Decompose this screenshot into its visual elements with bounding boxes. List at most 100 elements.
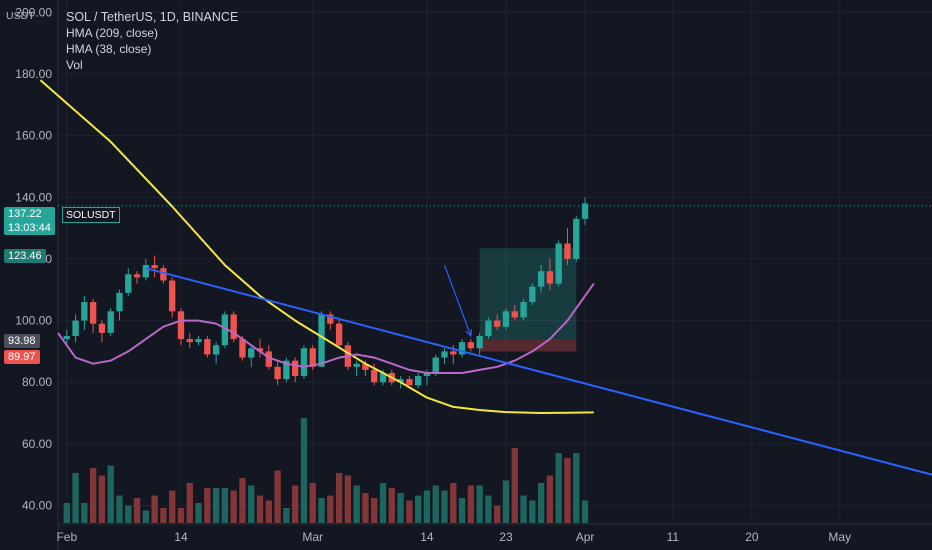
entry-price-tag: 93.98 [4,334,40,348]
volume-bar [353,485,360,523]
candle-body [212,345,220,355]
symbol-tag: SOLUSDT [62,207,120,223]
volume-bar [72,473,79,523]
candle-body [573,218,580,259]
candle-body [169,280,176,312]
volume-bar [450,483,457,523]
candle-body [125,274,132,293]
volume-bar [327,495,334,523]
candle-body [283,360,290,380]
candle-body [397,379,404,383]
volume-bar [564,458,571,523]
chart-legend: SOL / TetherUS, 1D, BINANCE HMA (209, cl… [66,9,238,73]
candle-body [353,363,360,367]
candle-body [265,351,272,367]
volume-bar [371,498,378,523]
legend-hma38[interactable]: HMA (38, close) [66,42,152,56]
volume-bar [204,488,211,523]
volume-bar [248,485,255,523]
volume-bar [335,473,343,523]
hma38-line [57,283,595,374]
volume-bar [546,475,554,523]
candle-body [63,335,70,340]
volume-bar [520,495,527,523]
volume-bar [362,493,369,523]
stop-price-tag: 89.97 [4,350,40,364]
volume-bar [89,468,97,523]
target-price-tag: 123.46 [4,249,46,263]
volume-bar [573,453,580,523]
candle-body [467,342,475,349]
candle-body [327,314,334,324]
candle-body [406,379,413,386]
y-tick-label: 160.00 [15,129,52,143]
candle-body [177,311,185,340]
y-tick-label: 100.00 [15,314,52,328]
candle-body [221,314,229,346]
candle-body [502,311,510,327]
candle-body [414,376,422,386]
candle-body [160,268,167,281]
volume-bar [256,495,264,523]
legend-volume[interactable]: Vol [66,58,83,72]
candle-body [72,320,79,336]
volume-bar [476,485,483,523]
volume-bar [414,495,422,523]
candle-body [195,339,202,343]
volume-bar [160,508,167,523]
candle-body [537,271,545,287]
volume-bar [467,485,475,523]
candle-body [142,265,150,278]
candle-body [81,302,88,321]
candle-body [274,366,281,380]
currency-label: USDT [6,10,35,22]
volume-bar [406,500,413,523]
hma209-line [39,79,594,414]
candle-body [555,243,562,284]
volume-bar [177,508,185,523]
candle-body [371,369,378,383]
countdown-timer: 13:03:44 [8,222,51,234]
volume-bar [537,483,545,523]
candle-body [116,292,123,312]
x-tick-label: 14 [174,530,188,544]
candle-body [318,314,325,367]
volume-bar [133,498,141,523]
y-tick-label: 140.00 [15,190,52,204]
volume-bar [397,493,404,523]
candle-body [335,323,343,346]
volume-bar [494,505,501,523]
volume-bar [116,495,123,523]
volume-bar [230,490,237,523]
candle-body [239,339,246,358]
annotation-arrow [443,264,472,337]
volume-bar [388,488,395,523]
candle-body [309,348,316,367]
candle-body [256,348,264,352]
candle-body [511,311,518,318]
x-tick-label: Apr [576,530,595,544]
x-tick-label: 11 [667,530,680,544]
candle-body [476,335,483,349]
candle-body [379,372,387,383]
volume-bar [441,490,448,523]
volume-bar [98,475,106,523]
volume-bar [318,498,325,523]
volume-bar [423,490,431,523]
x-tick-label: Mar [302,530,323,544]
legend-hma209[interactable]: HMA (209, close) [66,26,159,40]
volume-bar [432,485,439,523]
volume-bar [265,500,272,523]
candle-body [564,243,571,259]
candle-body [485,320,492,336]
annotation-arrow-head [465,328,473,338]
candle-body [458,342,466,355]
candle-body [362,363,369,370]
volume-bar [239,478,246,523]
candle-body [107,311,114,333]
candle-body [248,348,255,358]
volume-bar [529,500,536,523]
volume-bar [485,495,492,523]
volume-bar [151,495,158,523]
